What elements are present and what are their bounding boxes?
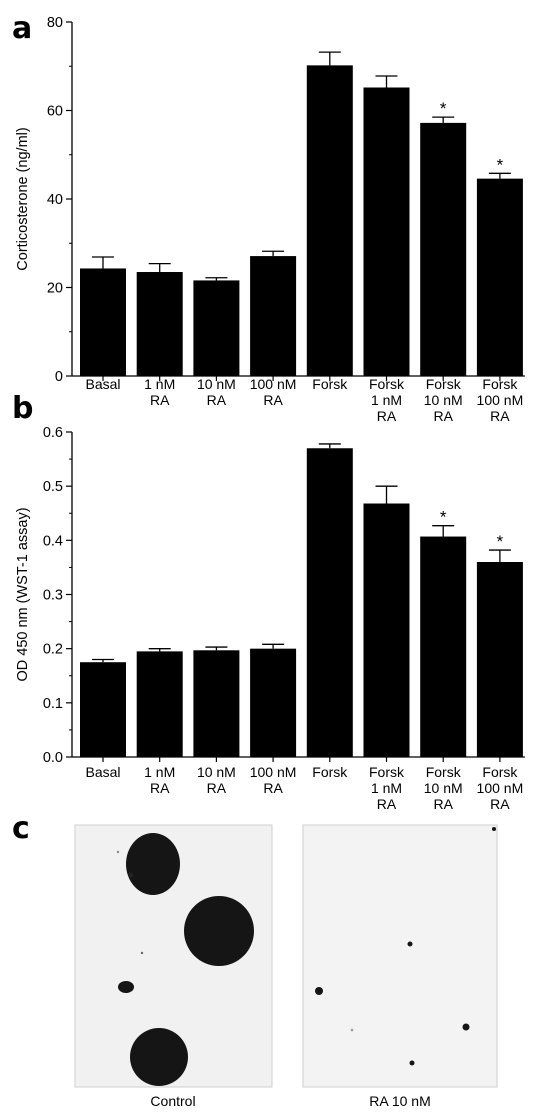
- y-tick-label: 0.6: [43, 425, 63, 441]
- x-tick-label: Forsk: [482, 764, 518, 780]
- bar: [420, 122, 467, 376]
- y-tick-label: 0.4: [43, 533, 63, 549]
- ra-image: [302, 824, 498, 1088]
- x-tick-label: 100 nM: [250, 764, 297, 780]
- bar: [193, 650, 240, 757]
- x-tick-label: RA: [433, 408, 453, 424]
- cell-speck: [140, 951, 144, 955]
- cell-colony: [130, 1028, 188, 1086]
- x-tick-label: RA: [433, 796, 453, 812]
- chart-a: 0 20 40 60 80 Corticosterone (ng/ml) Basal 1 nM…: [15, 15, 525, 424]
- bar: [250, 648, 297, 757]
- y-tick-label: 20: [47, 281, 63, 297]
- cell-colony: [315, 987, 323, 995]
- significance-marker: *: [440, 508, 447, 527]
- x-tick-label: Forsk: [312, 764, 348, 780]
- x-tick-label: 100 nM: [250, 376, 297, 392]
- panel-a-letter: a: [12, 11, 32, 46]
- y-tick-label: 0.5: [43, 479, 63, 495]
- bar: [80, 662, 126, 757]
- panel-b-letter: b: [12, 391, 33, 426]
- x-tick-label: 10 nM: [424, 392, 463, 408]
- cell-colony: [409, 1060, 415, 1066]
- x-tick-label: RA: [490, 408, 510, 424]
- x-tick-label: RA: [377, 408, 397, 424]
- cell-colony: [126, 833, 180, 895]
- cell-colony: [407, 941, 413, 947]
- cell-speck: [128, 872, 134, 878]
- y-tick-label: 0.3: [43, 588, 63, 604]
- bar: [420, 536, 467, 757]
- bar: [136, 651, 183, 757]
- x-tick-label: 10 nM: [197, 376, 236, 392]
- y-tick-label: 40: [47, 192, 63, 208]
- x-tick-label: Basal: [85, 376, 120, 392]
- bar: [193, 280, 240, 376]
- y-tick-label: 0: [55, 369, 63, 385]
- y-axis-title: OD 450 nm (WST-1 assay): [15, 507, 31, 681]
- cell-speck: [350, 1028, 354, 1032]
- x-tick-label: 1 nM: [371, 392, 402, 408]
- significance-marker: *: [440, 99, 447, 118]
- x-tick-label: RA: [207, 392, 227, 408]
- x-tick-label: RA: [263, 392, 283, 408]
- panel-c-images: Control RA 10 nM: [74, 824, 498, 1109]
- y-axis-title: Corticosterone (ng/ml): [15, 127, 31, 270]
- x-tick-label: Forsk: [482, 376, 518, 392]
- x-tick-label: RA: [377, 796, 397, 812]
- bar: [306, 448, 353, 757]
- bar: [80, 268, 126, 376]
- y-tick-label: 0.1: [43, 696, 63, 712]
- x-tick-label: 1 nM: [144, 376, 175, 392]
- chart-b: 0.0 0.1 0.2 0.3 0.4 0.5 0.6 OD 450 nm (WST-1 as…: [15, 425, 525, 812]
- x-tick-label: 100 nM: [477, 780, 524, 796]
- y-tick-label: 0.2: [43, 642, 63, 658]
- x-tick-label: Forsk: [369, 764, 405, 780]
- cell-speck: [116, 850, 120, 854]
- x-tick-label: RA: [207, 780, 227, 796]
- significance-marker: *: [497, 532, 504, 551]
- x-tick-label: 100 nM: [477, 392, 524, 408]
- x-tick-label: Basal: [85, 764, 120, 780]
- bar: [476, 562, 523, 757]
- panel-c-letter: c: [12, 811, 30, 846]
- bar: [476, 178, 523, 376]
- bar: [136, 272, 183, 376]
- ra-caption: RA 10 nM: [369, 1093, 430, 1109]
- bar: [363, 87, 410, 377]
- x-tick-label: Forsk: [426, 376, 462, 392]
- x-tick-label: RA: [263, 780, 283, 796]
- x-tick-label: 1 nM: [371, 780, 402, 796]
- bar: [306, 65, 353, 377]
- y-tick-label: 0.0: [43, 750, 63, 766]
- cell-colony: [184, 896, 254, 966]
- cell-colony: [492, 827, 496, 831]
- y-tick-label: 60: [47, 104, 63, 120]
- x-tick-label: 10 nM: [197, 764, 236, 780]
- bar: [250, 256, 297, 376]
- x-tick-label: Forsk: [426, 764, 462, 780]
- x-tick-label: RA: [490, 796, 510, 812]
- x-tick-label: RA: [150, 392, 170, 408]
- cell-colony: [462, 1023, 470, 1031]
- control-caption: Control: [150, 1093, 195, 1109]
- significance-marker: *: [497, 155, 504, 174]
- x-tick-label: RA: [150, 780, 170, 796]
- x-tick-label: 1 nM: [144, 764, 175, 780]
- y-tick-label: 80: [47, 15, 63, 31]
- x-tick-label: Forsk: [312, 376, 348, 392]
- bar: [363, 503, 410, 757]
- cell-colony: [118, 981, 134, 993]
- x-tick-label: 10 nM: [424, 780, 463, 796]
- x-tick-label: Forsk: [369, 376, 405, 392]
